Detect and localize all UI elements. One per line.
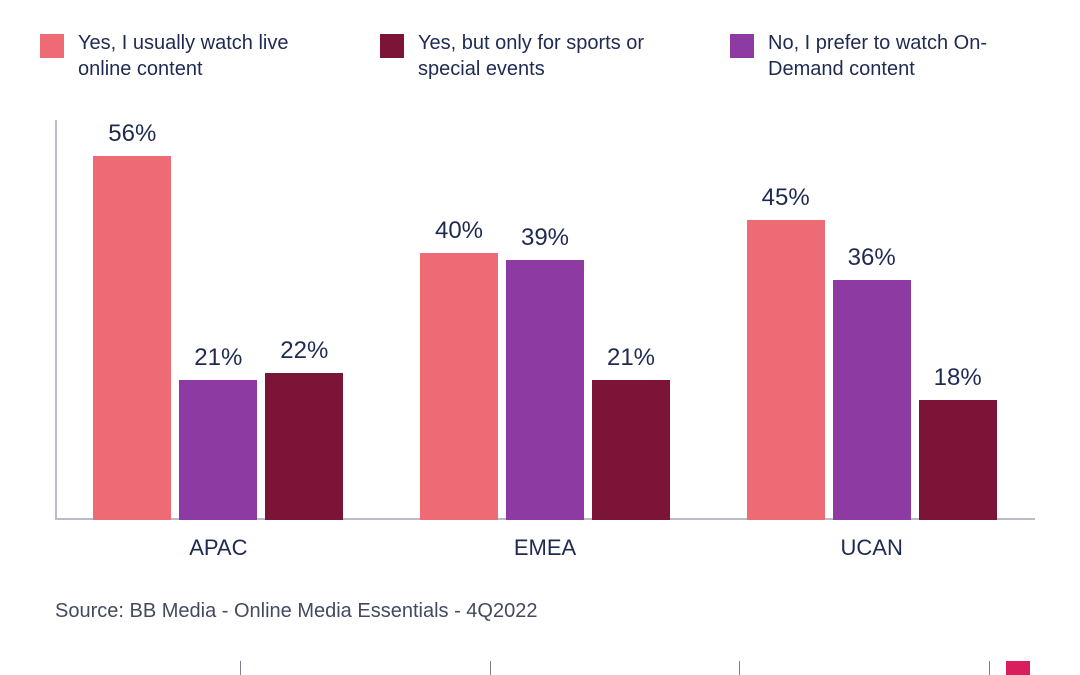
- bar: [93, 156, 171, 520]
- bar-value-label: 36%: [848, 244, 896, 272]
- legend-item: No, I prefer to watch On-Demand content: [730, 30, 1040, 82]
- chart-canvas: Yes, I usually watch live online content…: [0, 0, 1080, 675]
- bar-wrap: 21%: [592, 120, 670, 520]
- bar-wrap: 40%: [420, 120, 498, 520]
- bar-value-label: 21%: [194, 344, 242, 372]
- category-label: EMEA: [382, 535, 709, 561]
- footer-tick: [240, 661, 241, 675]
- bar: [420, 253, 498, 520]
- legend-item: Yes, I usually watch live online content: [40, 30, 340, 82]
- footer-tick: [989, 661, 990, 675]
- footer-swatch: [1006, 661, 1030, 675]
- bar-wrap: 22%: [265, 120, 343, 520]
- legend-item: Yes, but only for sports or special even…: [380, 30, 690, 82]
- bar-value-label: 21%: [607, 344, 655, 372]
- footer-tick: [739, 661, 740, 675]
- bar-value-label: 40%: [435, 217, 483, 245]
- bar-wrap: 56%: [93, 120, 171, 520]
- legend: Yes, I usually watch live online content…: [40, 30, 1040, 82]
- source-text: Source: BB Media - Online Media Essentia…: [55, 600, 537, 623]
- bar-groups: 56% 21% 22% 40% 39% 21% 45% 36% 18%: [55, 120, 1035, 520]
- legend-swatch: [40, 34, 64, 58]
- legend-swatch: [380, 34, 404, 58]
- bar-group: 40% 39% 21%: [382, 120, 709, 520]
- bar-group: 45% 36% 18%: [708, 120, 1035, 520]
- legend-label: Yes, but only for sports or special even…: [418, 30, 690, 82]
- bar: [747, 220, 825, 520]
- legend-label: Yes, I usually watch live online content: [78, 30, 340, 82]
- bar-value-label: 39%: [521, 224, 569, 252]
- bar-value-label: 56%: [108, 120, 156, 148]
- bar: [592, 380, 670, 520]
- bar-group: 56% 21% 22%: [55, 120, 382, 520]
- bar-value-label: 22%: [280, 337, 328, 365]
- bar-wrap: 21%: [179, 120, 257, 520]
- bar-wrap: 36%: [833, 120, 911, 520]
- category-labels: APACEMEAUCAN: [55, 535, 1035, 561]
- footer-ticks: [240, 661, 990, 675]
- bar-wrap: 39%: [506, 120, 584, 520]
- legend-swatch: [730, 34, 754, 58]
- category-label: APAC: [55, 535, 382, 561]
- bar: [506, 260, 584, 520]
- bar-value-label: 45%: [762, 184, 810, 212]
- bar-value-label: 18%: [934, 364, 982, 392]
- footer-tick: [490, 661, 491, 675]
- bar: [179, 380, 257, 520]
- bar: [919, 400, 997, 520]
- category-label: UCAN: [708, 535, 1035, 561]
- bar: [265, 373, 343, 520]
- bar-wrap: 45%: [747, 120, 825, 520]
- bar: [833, 280, 911, 520]
- plot-area: 56% 21% 22% 40% 39% 21% 45% 36% 18%: [55, 120, 1035, 520]
- bar-wrap: 18%: [919, 120, 997, 520]
- legend-label: No, I prefer to watch On-Demand content: [768, 30, 1040, 82]
